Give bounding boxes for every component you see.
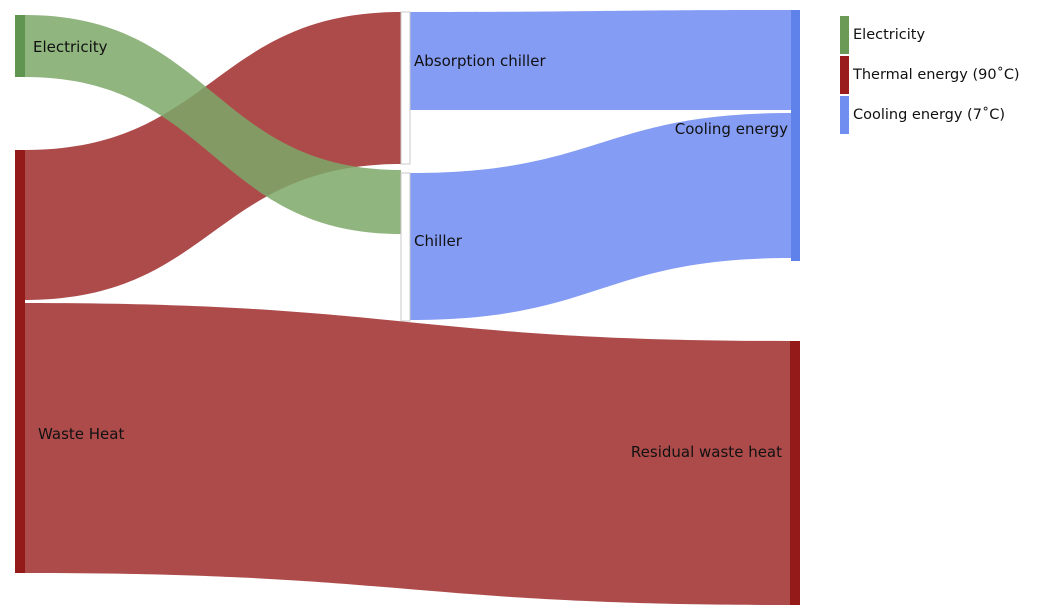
- node-waste-heat: [15, 150, 25, 573]
- node-label-absorption-chiller: Absorption chiller: [414, 52, 546, 70]
- link-waste-heat-to-absorption-chiller: [25, 12, 401, 300]
- node-chiller: [400, 172, 411, 322]
- link-absorption-chiller-to-cooling-energy: [410, 10, 791, 110]
- node-residual-waste-heat: [790, 341, 800, 605]
- legend-swatch-2: [840, 96, 849, 134]
- node-electricity: [15, 15, 25, 77]
- node-absorption-chiller: [400, 11, 411, 165]
- sankey-links: [25, 10, 791, 605]
- node-label-residual-waste-heat: Residual waste heat: [631, 443, 782, 461]
- sankey-node-labels: Electricity Waste Heat Absorption chiller C…: [33, 38, 788, 461]
- link-chiller-to-cooling-energy: [410, 113, 791, 320]
- node-label-waste-heat: Waste Heat: [38, 425, 124, 443]
- node-label-electricity: Electricity: [33, 38, 108, 56]
- link-waste-heat-to-residual-waste-heat: [25, 303, 790, 605]
- legend-label-2: Cooling energy (7˚C): [853, 106, 1005, 123]
- legend-swatch-0: [840, 16, 849, 54]
- node-label-chiller: Chiller: [414, 232, 463, 250]
- sankey-nodes: [15, 10, 800, 605]
- legend-label-1: Thermal energy (90˚C): [852, 66, 1020, 83]
- node-label-cooling-energy: Cooling energy: [675, 120, 788, 138]
- link-electricity-to-chiller: [25, 15, 401, 234]
- legend-label-0: Electricity: [853, 27, 925, 43]
- node-cooling-energy: [791, 10, 800, 261]
- legend-swatch-1: [840, 56, 849, 94]
- legend: Electricity Thermal energy (90˚C) Cooling …: [840, 16, 1020, 134]
